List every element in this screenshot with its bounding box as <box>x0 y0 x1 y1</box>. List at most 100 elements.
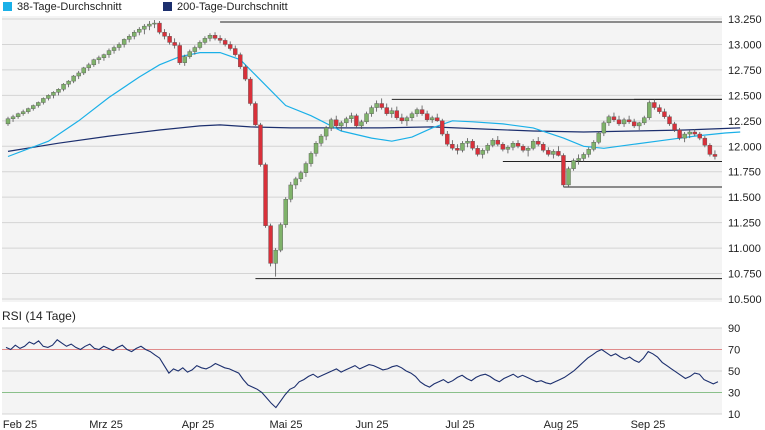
candle-body <box>480 150 485 155</box>
candle-body <box>51 92 56 96</box>
candle-body <box>637 122 642 127</box>
candle-body <box>485 145 490 151</box>
candle-body <box>601 122 607 134</box>
candle-body <box>379 103 384 108</box>
candle-body <box>121 39 127 45</box>
candle-body <box>142 25 147 30</box>
candle-body <box>61 83 66 90</box>
candle-body <box>167 36 172 43</box>
candle-body <box>91 59 97 66</box>
candle-body <box>571 160 576 169</box>
price-tick-label: 12.250 <box>728 116 762 128</box>
candle-body <box>172 42 177 46</box>
candle-body <box>500 144 506 150</box>
candle-body <box>41 98 46 103</box>
candle-body <box>394 110 400 118</box>
price-tick-label: 12.500 <box>728 90 762 102</box>
candle-body <box>505 147 511 150</box>
candle-body <box>682 133 687 139</box>
candle-body <box>364 113 369 123</box>
candle-body <box>465 140 470 144</box>
candle-body <box>111 47 117 51</box>
candle-body <box>298 172 304 180</box>
price-tick-label: 12.000 <box>728 141 762 153</box>
chart-legend: 38-Tage-Durchschnitt 200-Tage-Durchschni… <box>0 0 765 16</box>
candle-body <box>81 67 86 74</box>
price-panel-bg <box>2 16 722 302</box>
candle-body <box>152 22 157 25</box>
price-tick-label: 11.500 <box>728 192 761 204</box>
candle-body <box>657 107 662 112</box>
candle-body <box>197 42 203 48</box>
candle-body <box>147 23 152 27</box>
candle-body <box>556 151 561 156</box>
candle-body <box>692 131 697 135</box>
candle-body <box>404 117 410 122</box>
candle-body <box>278 224 283 251</box>
candle-body <box>586 149 591 155</box>
candle-body <box>323 127 329 137</box>
candle-body <box>576 158 581 161</box>
candle-body <box>374 103 379 108</box>
candle-body <box>253 103 258 126</box>
candle-body <box>126 36 132 40</box>
candle-body <box>606 116 612 124</box>
candle-body <box>490 139 495 146</box>
candle-body <box>15 113 21 117</box>
candle-body <box>116 44 122 48</box>
candle-body <box>222 40 228 45</box>
candle-body <box>349 115 354 119</box>
candle-body <box>596 132 602 143</box>
candle-body <box>263 164 268 226</box>
candle-body <box>662 111 667 117</box>
candle-body <box>515 143 521 147</box>
candle-body <box>5 118 11 125</box>
candle-body <box>642 117 647 124</box>
price-tick-label: 11.000 <box>728 243 761 255</box>
candle-body <box>288 184 293 200</box>
candle-body <box>455 148 460 151</box>
candle-body <box>520 146 526 151</box>
candle-body <box>248 78 253 104</box>
candle-body <box>238 54 243 68</box>
candle-body <box>212 35 218 39</box>
candle-body <box>702 137 708 146</box>
legend-item-200[interactable]: 200-Tage-Durchschnitt <box>163 1 288 14</box>
rsi-title: RSI (14 Tage) <box>2 309 76 323</box>
x-tick-label: Sep 25 <box>631 419 666 430</box>
x-tick-label: Jul 25 <box>445 419 474 430</box>
candle-body <box>25 108 31 112</box>
candle-body <box>389 110 394 114</box>
candle-body <box>525 148 531 151</box>
x-tick-label: Jun 25 <box>355 419 388 430</box>
candle-body <box>647 102 652 118</box>
candle-body <box>217 38 223 41</box>
candle-body <box>551 151 556 155</box>
candle-body <box>536 140 541 145</box>
x-tick-label: Aug 25 <box>544 419 579 430</box>
price-tick-label: 10.500 <box>728 294 762 306</box>
candle-body <box>308 153 314 164</box>
candle-body <box>530 140 536 149</box>
candle-body <box>399 117 405 122</box>
rsi-tick-label: 70 <box>728 345 740 357</box>
candle-body <box>697 133 703 139</box>
candle-body <box>187 51 192 57</box>
candle-body <box>31 105 36 109</box>
candle-body <box>707 145 713 155</box>
candle-body <box>71 75 76 82</box>
candle-body <box>192 47 198 52</box>
candle-body <box>182 56 187 63</box>
rsi-line <box>5 339 719 409</box>
legend-item-38[interactable]: 38-Tage-Durchschnitt <box>3 1 122 14</box>
candle-body <box>354 115 359 127</box>
candle-body <box>631 121 637 127</box>
candle-body <box>258 124 263 165</box>
price-tick-label: 13.000 <box>728 39 762 51</box>
candle-body <box>687 131 692 135</box>
candle-body <box>46 95 51 99</box>
candle-body <box>86 64 91 69</box>
candle-body <box>96 57 102 60</box>
candle-body <box>303 163 309 173</box>
